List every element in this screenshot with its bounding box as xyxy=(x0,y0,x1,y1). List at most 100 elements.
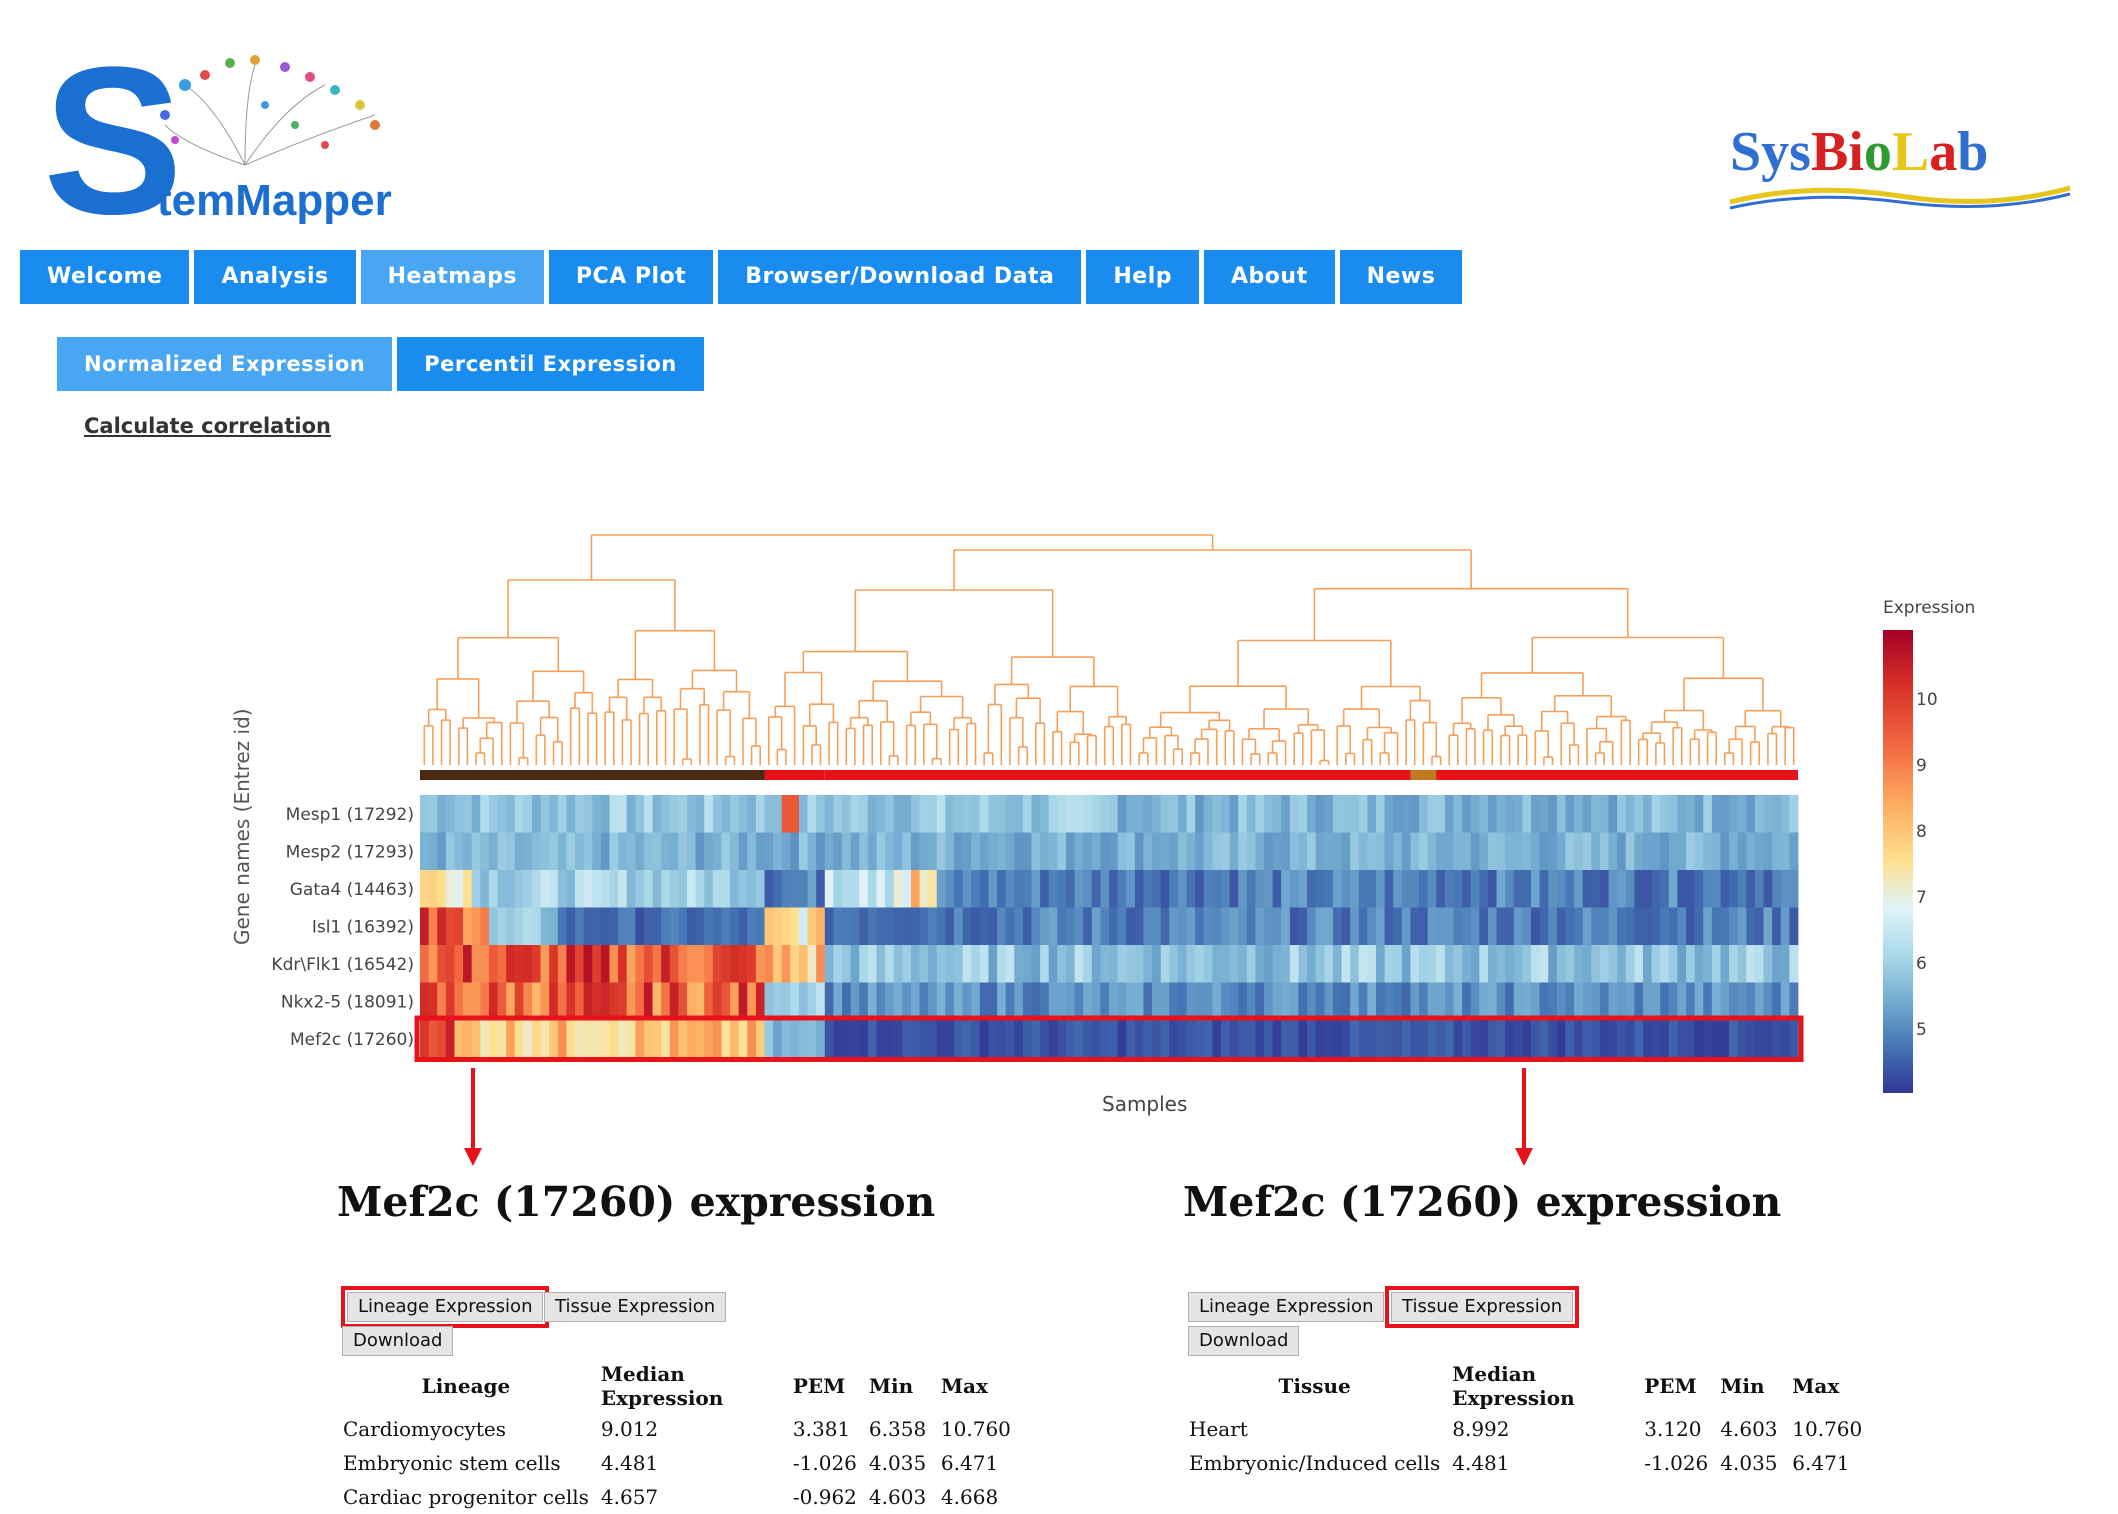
heatmap-cell[interactable] xyxy=(445,907,455,946)
heatmap-cell[interactable] xyxy=(876,1020,886,1058)
heatmap-cell[interactable] xyxy=(1401,982,1411,1021)
heatmap-cell[interactable] xyxy=(764,945,774,983)
heatmap-cell[interactable] xyxy=(643,870,653,908)
heatmap-cell[interactable] xyxy=(885,982,895,1021)
heatmap-cell[interactable] xyxy=(1315,1020,1325,1058)
heatmap-cell[interactable] xyxy=(1083,945,1093,983)
heatmap-cell[interactable] xyxy=(755,945,765,983)
heatmap-cell[interactable] xyxy=(781,870,791,908)
heatmap-cell[interactable] xyxy=(1177,907,1187,946)
heatmap-cell[interactable] xyxy=(1040,1020,1050,1058)
heatmap-cell[interactable] xyxy=(1203,1020,1213,1058)
heatmap-cell[interactable] xyxy=(1324,832,1334,871)
heatmap-cell[interactable] xyxy=(833,870,843,908)
heatmap-cell[interactable] xyxy=(1539,832,1549,871)
heatmap-cell[interactable] xyxy=(910,795,920,833)
heatmap-cell[interactable] xyxy=(592,870,602,908)
heatmap-cell[interactable] xyxy=(1574,982,1584,1021)
heatmap-cell[interactable] xyxy=(764,907,774,946)
heatmap-cell[interactable] xyxy=(523,795,533,833)
heatmap-cell[interactable] xyxy=(497,907,507,946)
heatmap-cell[interactable] xyxy=(1703,982,1713,1021)
heatmap-cell[interactable] xyxy=(1737,795,1747,833)
heatmap-cell[interactable] xyxy=(1729,945,1739,983)
heatmap-cell[interactable] xyxy=(514,832,524,871)
heatmap-cell[interactable] xyxy=(1238,982,1248,1021)
heatmap-cell[interactable] xyxy=(1436,795,1446,833)
heatmap-cell[interactable] xyxy=(1591,945,1601,983)
lineage-expression-button[interactable]: Lineage Expression xyxy=(1188,1292,1385,1322)
heatmap-cell[interactable] xyxy=(1608,982,1618,1021)
heatmap-cell[interactable] xyxy=(1109,982,1119,1021)
heatmap-cell[interactable] xyxy=(1789,907,1799,946)
heatmap-cell[interactable] xyxy=(1358,832,1368,871)
heatmap-cell[interactable] xyxy=(1169,1020,1179,1058)
heatmap-cell[interactable] xyxy=(1711,982,1721,1021)
heatmap-cell[interactable] xyxy=(618,870,628,908)
heatmap-cell[interactable] xyxy=(1746,832,1756,871)
heatmap-cell[interactable] xyxy=(488,982,498,1021)
heatmap-cell[interactable] xyxy=(678,907,688,946)
heatmap-cell[interactable] xyxy=(738,1020,748,1058)
heatmap-cell[interactable] xyxy=(540,945,550,983)
heatmap-cell[interactable] xyxy=(962,832,972,871)
heatmap-cell[interactable] xyxy=(1470,832,1480,871)
heatmap-cell[interactable] xyxy=(1505,945,1515,983)
heatmap-cell[interactable] xyxy=(1565,982,1575,1021)
heatmap-cell[interactable] xyxy=(1496,870,1506,908)
heatmap-cell[interactable] xyxy=(1668,870,1678,908)
heatmap-cell[interactable] xyxy=(480,1020,490,1058)
heatmap-cell[interactable] xyxy=(566,945,576,983)
heatmap-cell[interactable] xyxy=(1780,907,1790,946)
heatmap-cell[interactable] xyxy=(1470,945,1480,983)
heatmap-cell[interactable] xyxy=(988,907,998,946)
heatmap-cell[interactable] xyxy=(816,907,826,946)
heatmap-cell[interactable] xyxy=(1350,1020,1360,1058)
heatmap-cell[interactable] xyxy=(1556,870,1566,908)
heatmap-cell[interactable] xyxy=(1496,907,1506,946)
heatmap-cell[interactable] xyxy=(730,982,740,1021)
heatmap-cell[interactable] xyxy=(1022,870,1032,908)
heatmap-cell[interactable] xyxy=(1307,1020,1317,1058)
heatmap-cell[interactable] xyxy=(1513,945,1523,983)
heatmap-cell[interactable] xyxy=(1022,907,1032,946)
heatmap-cell[interactable] xyxy=(575,982,585,1021)
heatmap-cell[interactable] xyxy=(514,870,524,908)
heatmap-cell[interactable] xyxy=(592,832,602,871)
heatmap-cell[interactable] xyxy=(1582,1020,1592,1058)
heatmap-cell[interactable] xyxy=(1625,832,1635,871)
heatmap-cell[interactable] xyxy=(1134,982,1144,1021)
stemmapper-logo[interactable]: S temMapper xyxy=(45,45,425,230)
heatmap-cell[interactable] xyxy=(488,832,498,871)
heatmap-cell[interactable] xyxy=(1539,1020,1549,1058)
heatmap-cell[interactable] xyxy=(1780,945,1790,983)
heatmap-cell[interactable] xyxy=(859,870,869,908)
heatmap-cell[interactable] xyxy=(1419,870,1429,908)
heatmap-cell[interactable] xyxy=(488,907,498,946)
heatmap-cell[interactable] xyxy=(1126,907,1136,946)
heatmap-cell[interactable] xyxy=(523,832,533,871)
heatmap-cell[interactable] xyxy=(893,832,903,871)
heatmap-cell[interactable] xyxy=(1487,1020,1497,1058)
heatmap-cell[interactable] xyxy=(1212,1020,1222,1058)
heatmap-cell[interactable] xyxy=(988,870,998,908)
heatmap-cell[interactable] xyxy=(928,870,938,908)
heatmap-cell[interactable] xyxy=(1789,1020,1799,1058)
heatmap-cell[interactable] xyxy=(1238,832,1248,871)
heatmap-cell[interactable] xyxy=(1462,1020,1472,1058)
heatmap-cell[interactable] xyxy=(902,982,912,1021)
heatmap-cell[interactable] xyxy=(1574,870,1584,908)
heatmap-cell[interactable] xyxy=(1264,870,1274,908)
heatmap-cell[interactable] xyxy=(1005,907,1015,946)
heatmap-cell[interactable] xyxy=(1746,982,1756,1021)
heatmap-cell[interactable] xyxy=(678,945,688,983)
heatmap-cell[interactable] xyxy=(1772,795,1782,833)
heatmap-cell[interactable] xyxy=(1686,870,1696,908)
heatmap-cell[interactable] xyxy=(979,795,989,833)
heatmap-cell[interactable] xyxy=(1186,795,1196,833)
heatmap-cell[interactable] xyxy=(798,907,808,946)
heatmap-cell[interactable] xyxy=(1246,870,1256,908)
heatmap-cell[interactable] xyxy=(1358,907,1368,946)
heatmap-cell[interactable] xyxy=(1083,1020,1093,1058)
heatmap-cell[interactable] xyxy=(1617,1020,1627,1058)
